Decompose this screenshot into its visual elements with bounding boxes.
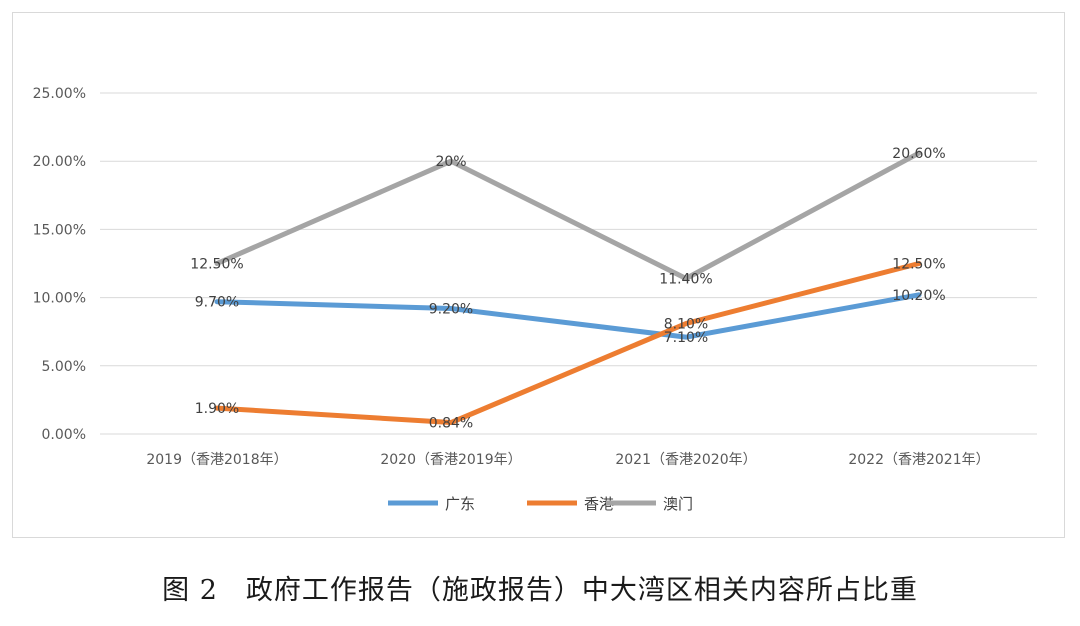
data-label: 11.40% (659, 272, 712, 288)
x-tick-label: 2019（香港2018年） (146, 452, 287, 468)
y-tick-label: 0.00% (42, 427, 86, 443)
y-tick-label: 10.00% (33, 291, 86, 307)
data-label: 0.84% (429, 416, 473, 432)
series-line-guangdong (214, 292, 922, 340)
legend-label: 澳门 (663, 495, 693, 513)
y-axis-ticks: 0.00% 5.00% 10.00% 15.00% 20.00% 25.00% (33, 86, 86, 443)
x-axis-ticks: 2019（香港2018年） 2020（香港2019年） 2021（香港2020年） 2… (146, 452, 989, 468)
data-label: 7.10% (664, 330, 708, 346)
series-lines (214, 150, 922, 426)
line-chart: 0.00% 5.00% 10.00% 15.00% 20.00% 25.00% 2019（… (33, 86, 1037, 513)
y-tick-label: 20.00% (33, 154, 86, 170)
data-label: 1.90% (195, 401, 239, 417)
data-label: 9.70% (195, 295, 239, 311)
data-label: 20.60% (892, 146, 945, 162)
legend-label: 广东 (445, 495, 475, 513)
y-tick-label: 15.00% (33, 222, 86, 238)
data-labels: 9.70% 9.20% 7.10% 10.20% 1.90% 0.84% 8.10% 12.5… (190, 146, 945, 432)
y-tick-label: 5.00% (42, 359, 86, 375)
series-line-macau (214, 150, 922, 282)
x-tick-label: 2020（香港2019年） (380, 452, 521, 468)
figure-caption: 图 2 政府工作报告（施政报告）中大湾区相关内容所占比重 (162, 575, 918, 606)
chart-frame (12, 12, 1065, 538)
legend-label: 香港 (584, 495, 614, 513)
data-label: 20% (435, 154, 466, 170)
gridlines (100, 92, 1037, 435)
series-line-hongkong (214, 261, 922, 426)
legend: 广东 香港 澳门 (388, 495, 693, 513)
data-label: 8.10% (664, 317, 708, 333)
data-label: 12.50% (892, 257, 945, 273)
data-label: 10.20% (892, 288, 945, 304)
y-tick-label: 25.00% (33, 86, 86, 102)
x-tick-label: 2021（香港2020年） (615, 452, 756, 468)
data-label: 9.20% (429, 302, 473, 318)
x-tick-label: 2022（香港2021年） (848, 452, 989, 468)
data-label: 12.50% (190, 257, 243, 273)
